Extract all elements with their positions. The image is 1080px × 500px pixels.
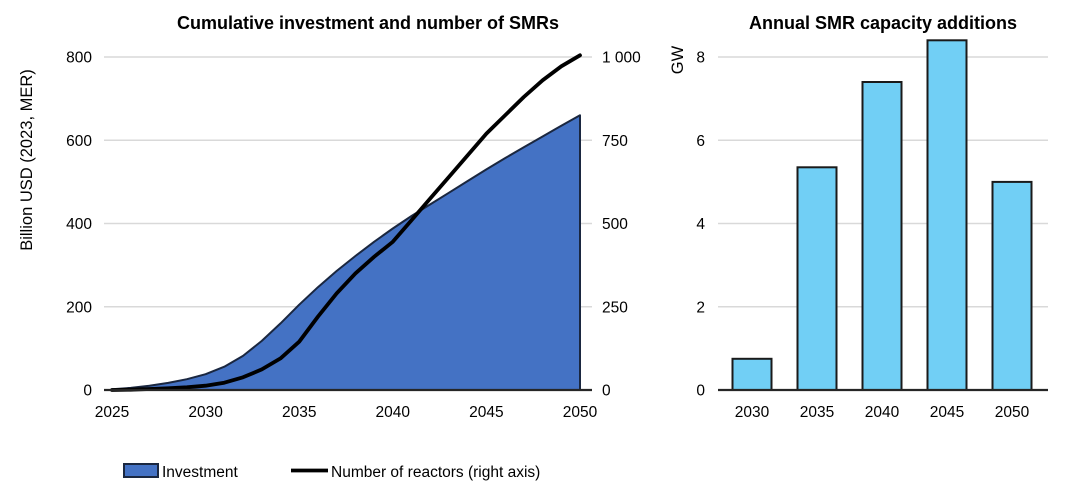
left-chart-title: Cumulative investment and number of SMRs: [177, 13, 559, 33]
bar-2035: [796, 166, 838, 391]
left-chart: Cumulative investment and number of SMRs…: [18, 13, 641, 481]
x-tick-label: 2030: [735, 404, 770, 421]
x-tick-label: 2035: [282, 404, 316, 421]
x-tick-label: 2050: [995, 404, 1030, 421]
y-left-tick-label: 200: [66, 299, 92, 316]
y-tick-label: 2: [696, 299, 705, 316]
y-tick-label: 0: [696, 383, 705, 400]
x-tick-label: 2035: [800, 404, 834, 421]
right-chart-y-tick-labels: 0 2 4 6 8: [696, 50, 705, 400]
y-right-tick-label: 250: [602, 299, 628, 316]
bar-2045: [926, 39, 968, 392]
legend-reactors-label: Number of reactors (right axis): [331, 464, 540, 481]
right-y-axis-label: GW: [669, 45, 687, 74]
left-axis-tick-labels: 0 200 400 600 800: [66, 50, 92, 400]
x-tick-label: 2040: [376, 404, 411, 421]
investment-area: [111, 114, 581, 391]
x-tick-label: 2045: [930, 404, 964, 421]
x-tick-label: 2045: [469, 404, 503, 421]
legend-investment-label: Investment: [162, 464, 239, 481]
investment-area-series: [111, 114, 581, 391]
y-tick-label: 4: [696, 216, 705, 233]
y-right-tick-label: 500: [602, 216, 628, 233]
y-right-tick-label: 1 000: [602, 50, 641, 67]
right-axis-tick-labels: 0 250 500 750 1 000: [602, 50, 641, 400]
left-chart-x-tick-labels: 2025 2030 2035 2040 2045 2050: [95, 404, 598, 421]
y-right-tick-label: 0: [602, 383, 611, 400]
x-tick-label: 2030: [188, 404, 223, 421]
y-left-tick-label: 600: [66, 133, 92, 150]
bar-2040: [861, 81, 903, 391]
capacity-bars: [731, 39, 1033, 392]
x-tick-label: 2025: [95, 404, 129, 421]
x-tick-label: 2050: [563, 404, 598, 421]
y-left-tick-label: 0: [83, 383, 92, 400]
y-right-tick-label: 750: [602, 133, 628, 150]
reactors-line: [110, 53, 582, 392]
bar-2050: [991, 180, 1033, 391]
legend: Investment Number of reactors (right axi…: [123, 463, 540, 481]
bar-2030: [731, 357, 773, 391]
legend-investment-swatch: [123, 463, 159, 478]
left-y-axis-label: Billion USD (2023, MER): [18, 69, 36, 251]
x-tick-label: 2040: [865, 404, 900, 421]
right-chart-x-tick-labels: 2030 2035 2040 2045 2050: [735, 404, 1030, 421]
y-tick-label: 6: [696, 133, 705, 150]
right-chart: Annual SMR capacity additions GW 0 2 4 6 8 2…: [669, 13, 1048, 421]
y-left-tick-label: 400: [66, 216, 92, 233]
y-tick-label: 8: [696, 50, 705, 67]
right-chart-title: Annual SMR capacity additions: [749, 13, 1017, 33]
y-left-tick-label: 800: [66, 50, 92, 67]
reactors-line-series: [110, 53, 582, 392]
